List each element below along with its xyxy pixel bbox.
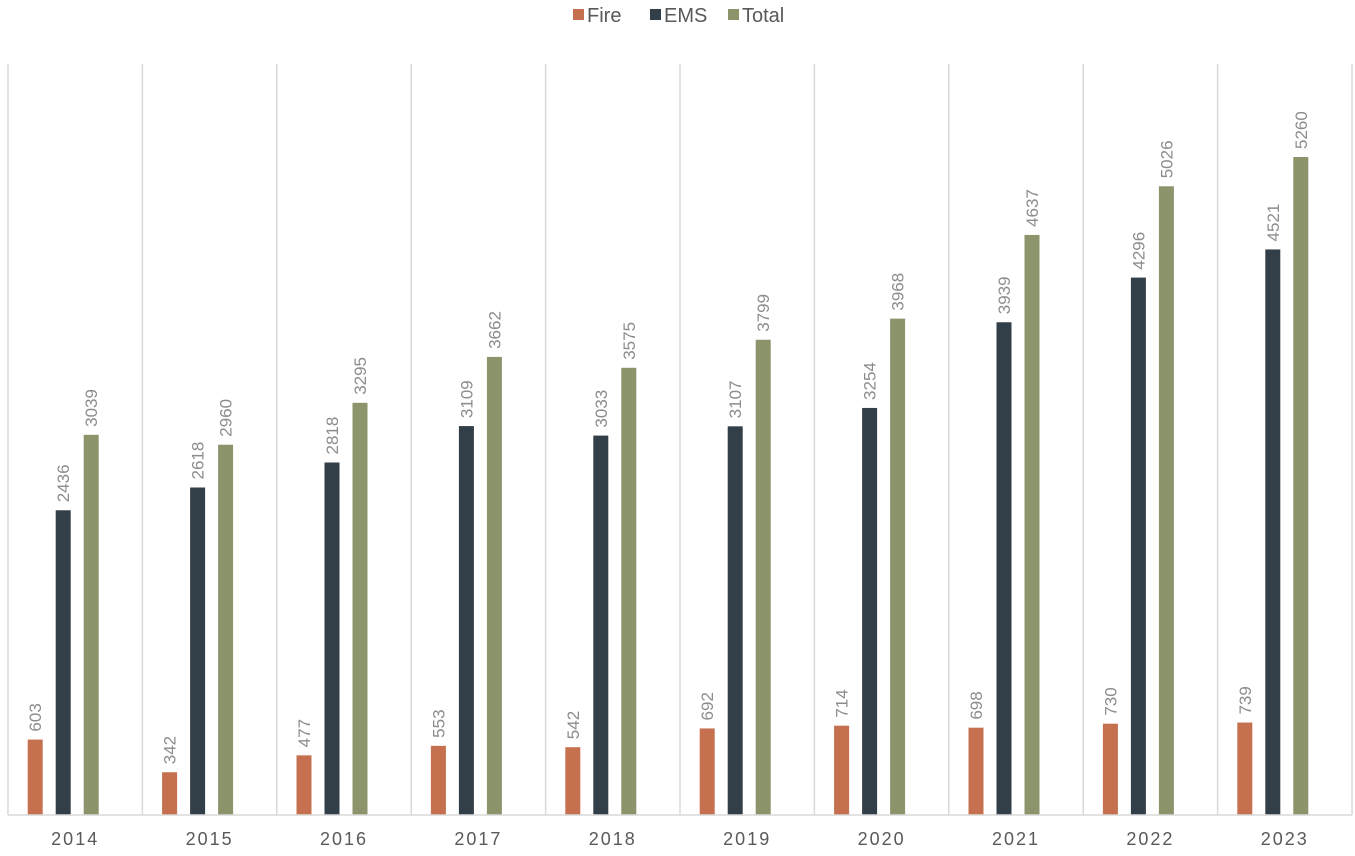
bar-total-2020 — [890, 318, 906, 815]
bar-total-2021 — [1024, 234, 1040, 816]
data-label-total-2015: 2960 — [217, 399, 236, 437]
data-label-ems-2019: 3107 — [726, 381, 745, 419]
data-label-ems-2018: 3033 — [592, 390, 611, 428]
x-tick-label-2020: 2020 — [858, 829, 906, 849]
bar-ems-2016 — [324, 462, 340, 815]
bar-ems-2015 — [190, 487, 206, 815]
data-label-total-2016: 3295 — [351, 357, 370, 395]
bar-total-2016 — [352, 402, 368, 815]
data-label-fire-2018: 542 — [564, 711, 583, 739]
bar-total-2023 — [1293, 157, 1309, 815]
bar-total-2022 — [1158, 186, 1174, 816]
bar-fire-2016 — [296, 755, 312, 815]
bar-fire-2020 — [834, 725, 850, 815]
bar-fire-2023 — [1237, 722, 1253, 815]
data-label-total-2023: 5260 — [1292, 111, 1311, 149]
data-label-ems-2015: 2618 — [189, 442, 208, 480]
bar-ems-2014 — [55, 510, 71, 815]
data-label-fire-2015: 342 — [161, 736, 180, 764]
x-tick-label-2015: 2015 — [186, 829, 234, 849]
data-label-ems-2020: 3254 — [861, 362, 880, 400]
bar-ems-2023 — [1265, 249, 1281, 815]
bar-total-2014 — [83, 434, 99, 815]
x-tick-label-2023: 2023 — [1261, 829, 1309, 849]
legend-swatch-total — [728, 9, 739, 20]
legend-item-total: Total — [728, 5, 784, 27]
bar-total-2015 — [218, 444, 234, 815]
legend-label-total: Total — [742, 5, 784, 27]
data-label-fire-2017: 553 — [429, 709, 448, 737]
category-gridlines — [7, 64, 1353, 815]
bar-total-2019 — [755, 339, 771, 815]
data-label-total-2020: 3968 — [889, 273, 908, 311]
x-tick-label-2019: 2019 — [723, 829, 771, 849]
data-label-fire-2021: 698 — [967, 691, 986, 719]
bar-ems-2019 — [727, 426, 743, 815]
x-tick-label-2018: 2018 — [589, 829, 637, 849]
data-label-ems-2016: 2818 — [323, 417, 342, 455]
x-tick-label-2021: 2021 — [992, 829, 1040, 849]
bar-total-2017 — [486, 356, 502, 815]
data-label-total-2017: 3662 — [485, 311, 504, 349]
bar-ems-2022 — [1130, 277, 1146, 815]
data-label-fire-2022: 730 — [1101, 687, 1120, 715]
data-label-ems-2017: 3109 — [457, 380, 476, 418]
bar-fire-2022 — [1102, 723, 1118, 815]
legend-label-fire: Fire — [587, 5, 621, 27]
bar-total-2018 — [621, 367, 637, 815]
bar-fire-2021 — [968, 727, 984, 815]
data-label-total-2014: 3039 — [82, 389, 101, 427]
data-label-fire-2016: 477 — [295, 719, 314, 747]
x-tick-label-2017: 2017 — [454, 829, 502, 849]
bar-ems-2017 — [458, 426, 474, 815]
bars — [27, 157, 1309, 816]
bar-fire-2017 — [430, 745, 446, 815]
legend-swatch-fire — [573, 9, 584, 20]
data-label-fire-2023: 739 — [1236, 686, 1255, 714]
data-label-total-2021: 4637 — [1023, 189, 1042, 227]
bar-ems-2020 — [862, 407, 878, 815]
legend-item-ems: EMS — [650, 5, 707, 27]
data-labels: 603 2436 3039 342 2618 2960 477 2818 3295 553 3109… — [26, 111, 1311, 764]
bar-fire-2019 — [699, 728, 715, 815]
bar-fire-2015 — [162, 772, 178, 815]
data-label-total-2022: 5026 — [1157, 140, 1176, 178]
data-label-fire-2014: 603 — [26, 703, 45, 731]
x-axis-tick-labels: 2014 2015 2016 2017 2018 2019 2020 2021 2022 2023 — [51, 829, 1309, 849]
x-tick-label-2022: 2022 — [1126, 829, 1174, 849]
bar-fire-2018 — [565, 747, 581, 815]
legend-label-ems: EMS — [664, 5, 707, 27]
data-label-ems-2022: 4296 — [1129, 232, 1148, 270]
data-label-ems-2014: 2436 — [54, 464, 73, 502]
x-tick-label-2014: 2014 — [51, 829, 99, 849]
bar-ems-2018 — [593, 435, 609, 815]
data-label-total-2019: 3799 — [754, 294, 773, 332]
bar-ems-2021 — [996, 322, 1012, 815]
legend-item-fire: Fire — [573, 5, 621, 27]
data-label-fire-2019: 692 — [698, 692, 717, 720]
data-label-ems-2021: 3939 — [995, 276, 1014, 314]
legend: Fire EMS Total — [573, 5, 784, 27]
data-label-ems-2023: 4521 — [1264, 204, 1283, 242]
bar-fire-2014 — [27, 739, 43, 815]
data-label-total-2018: 3575 — [620, 322, 639, 360]
data-label-fire-2020: 714 — [833, 689, 852, 717]
x-tick-label-2016: 2016 — [320, 829, 368, 849]
legend-swatch-ems — [650, 9, 661, 20]
